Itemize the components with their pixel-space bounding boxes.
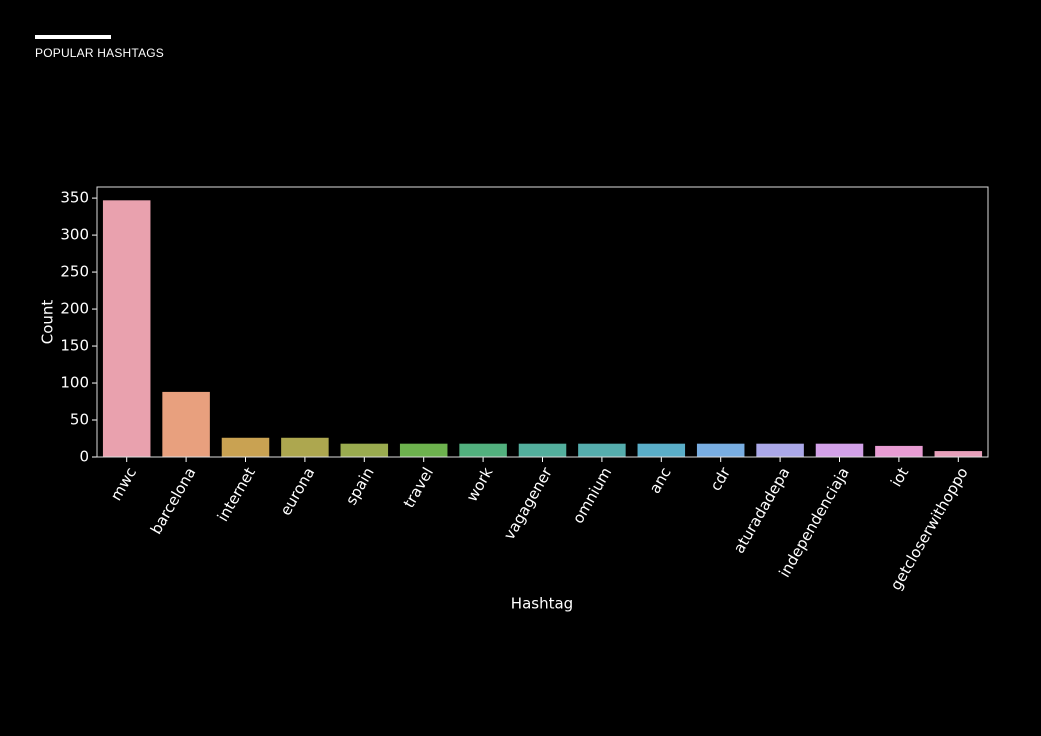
- x-tick-label: cdr: [707, 464, 735, 494]
- bar: [281, 437, 329, 457]
- y-tick-label: 350: [60, 189, 89, 207]
- bar: [875, 445, 923, 457]
- bar: [221, 437, 270, 457]
- bar: [637, 443, 686, 457]
- x-tick-label: iot: [887, 464, 912, 490]
- bar: [340, 443, 389, 457]
- x-tick-label: work: [463, 464, 497, 505]
- bar: [102, 200, 151, 457]
- x-axis-label: Hashtag: [511, 595, 573, 613]
- y-tick-label: 200: [60, 300, 89, 318]
- x-tick-label: travel: [400, 464, 437, 511]
- y-axis-label: Count: [39, 300, 57, 345]
- bar: [578, 443, 626, 457]
- bar: [518, 443, 567, 457]
- x-tick-label: anc: [646, 464, 675, 496]
- x-tick-label: omnium: [569, 464, 615, 526]
- y-tick-label: 150: [60, 337, 89, 355]
- bar: [459, 443, 507, 457]
- header-title: POPULAR HASHTAGS: [35, 46, 165, 60]
- x-tick-label: internet: [214, 464, 259, 524]
- y-tick-label: 0: [79, 448, 89, 466]
- y-tick-label: 250: [60, 263, 89, 281]
- y-tick-label: 100: [60, 374, 89, 392]
- bar: [696, 443, 745, 457]
- bar: [934, 451, 983, 457]
- x-tick-label: eurona: [276, 464, 318, 518]
- y-tick-label: 300: [60, 226, 89, 244]
- x-tick-label: barcelona: [147, 464, 200, 537]
- plot-frame: [96, 186, 989, 458]
- y-tick-label: 50: [70, 411, 89, 429]
- x-tick-label: spain: [342, 464, 378, 508]
- x-tick-label: mwc: [107, 464, 140, 503]
- bar: [399, 443, 448, 457]
- x-tick-label: aturadadepa: [730, 464, 794, 556]
- bar: [756, 443, 804, 457]
- bar: [162, 391, 210, 457]
- x-tick-label: vagagener: [500, 464, 556, 543]
- bar: [815, 443, 864, 457]
- header-accent: [35, 35, 111, 39]
